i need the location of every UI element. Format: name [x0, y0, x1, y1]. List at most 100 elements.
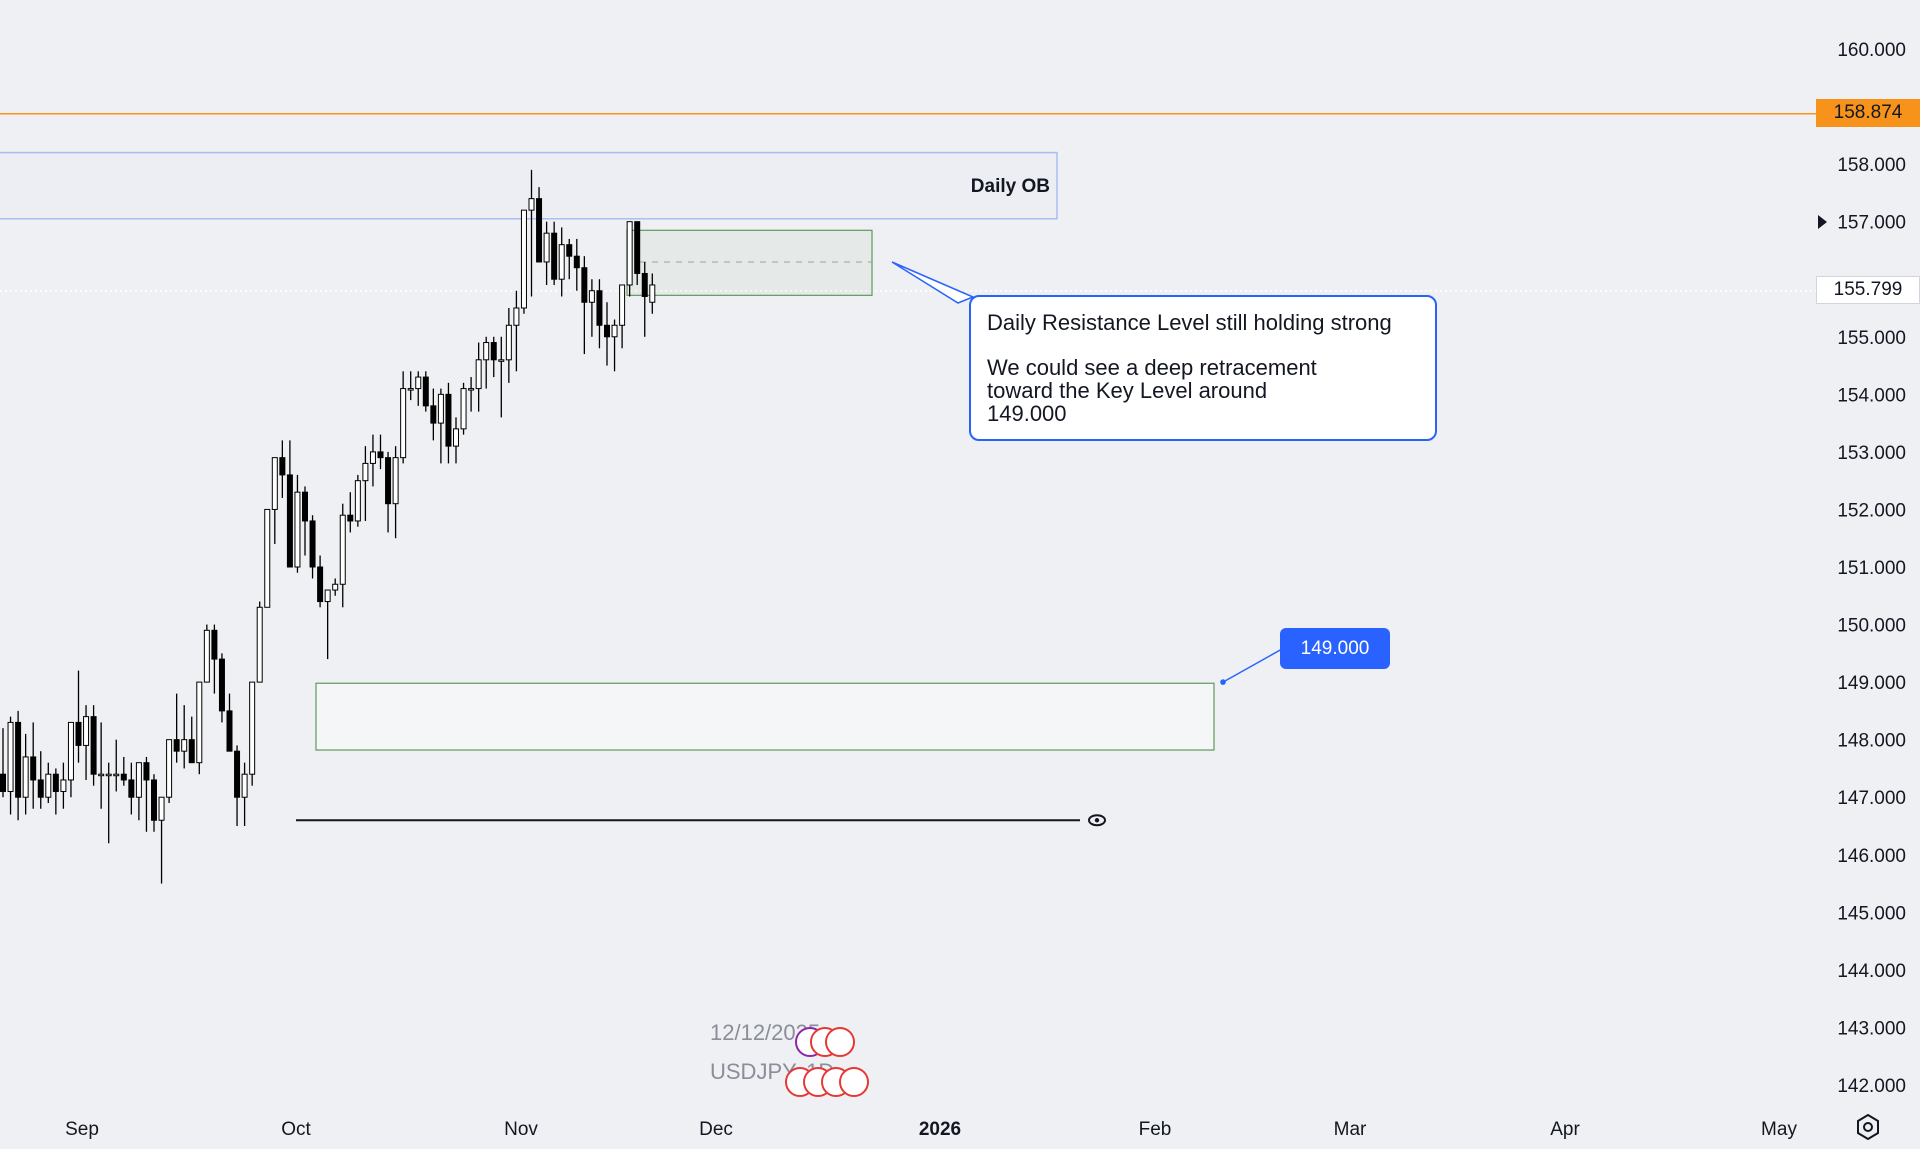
candle-body [30, 756, 37, 781]
candle [415, 371, 422, 406]
time-tick-label: 2026 [919, 1119, 961, 1140]
candle-body [22, 756, 29, 798]
candle-body [475, 359, 482, 390]
candle-body [369, 451, 376, 464]
candle [324, 589, 331, 660]
candle [317, 555, 324, 608]
candle [558, 227, 565, 297]
price-tick-label: 142.000 [1837, 1076, 1906, 1097]
price-axis: 160.000 158.000 157.000 155.000 154.000 153.0… [1818, 40, 1906, 1097]
candle-body [286, 474, 293, 568]
annotation-layer [0, 113, 1816, 827]
candle [581, 256, 588, 355]
candle-body [90, 716, 97, 775]
settings-icon[interactable] [1855, 1114, 1881, 1140]
candle-body [249, 681, 256, 775]
candle-body [105, 773, 112, 777]
candle-body [422, 376, 429, 407]
candle [234, 745, 241, 826]
candle-body [498, 359, 505, 362]
candle [83, 705, 90, 780]
time-tick-label: Sep [65, 1119, 99, 1140]
candle [392, 446, 399, 539]
candle [483, 336, 490, 389]
candle [619, 284, 626, 349]
price-tick-label: 155.000 [1837, 328, 1906, 349]
candle-body [7, 721, 14, 792]
candle-body [347, 514, 354, 522]
candle-body [483, 342, 490, 361]
eye-icon [1088, 814, 1106, 827]
candle-body [113, 773, 120, 777]
time-axis: Sep Oct Nov Dec 2026 Feb Mar Apr May [65, 1119, 1797, 1140]
candle-body [271, 457, 278, 510]
candle [551, 221, 558, 285]
candle-body [528, 198, 535, 211]
candle-body [294, 491, 301, 568]
candle [151, 774, 157, 832]
time-tick-label: Dec [699, 1119, 733, 1140]
candle [143, 756, 150, 832]
candle [641, 261, 648, 337]
candle [520, 209, 527, 314]
candle-body [135, 762, 142, 798]
candle [573, 238, 580, 291]
candle-body [400, 388, 407, 459]
candle [596, 279, 603, 349]
candle-body [490, 342, 497, 361]
time-tick-label: Nov [504, 1119, 538, 1140]
candle-body [37, 779, 44, 798]
flag-us-icon[interactable] [825, 1027, 855, 1057]
consolidation-zone [626, 229, 873, 296]
candle [332, 578, 339, 596]
candle [588, 279, 595, 337]
candle [113, 739, 120, 792]
candle-body [15, 721, 22, 798]
candle-body [309, 520, 316, 568]
price-tick-label: 143.000 [1837, 1018, 1906, 1039]
candle [22, 733, 29, 815]
candle-body [0, 773, 6, 792]
candle [211, 624, 218, 694]
candle [649, 273, 656, 314]
candle [453, 417, 459, 464]
candle [309, 515, 316, 579]
candle [30, 722, 37, 809]
time-tick-label: Mar [1334, 1119, 1367, 1140]
candle-body [302, 491, 308, 522]
price-tick-label: 146.000 [1837, 846, 1906, 867]
candle [566, 238, 573, 280]
event-icon[interactable] [839, 1067, 869, 1097]
candle [173, 693, 180, 763]
candle [407, 371, 414, 401]
candle-body [196, 681, 203, 764]
candle [460, 382, 467, 435]
candle-body [317, 566, 324, 603]
candle [437, 388, 444, 464]
candle-body [536, 198, 543, 263]
time-tick-label: May [1761, 1119, 1797, 1140]
candle [7, 716, 14, 815]
price-tick-label: 153.000 [1837, 443, 1906, 464]
candle [52, 768, 59, 815]
resistance-price-tag: 158.874 [1816, 99, 1920, 127]
price-tick-label: 144.000 [1837, 961, 1906, 982]
candle-body [453, 428, 459, 447]
event-badges[interactable] [785, 1025, 875, 1105]
candle [120, 756, 127, 786]
candle [347, 492, 354, 533]
candle [528, 169, 535, 297]
candle-body [332, 583, 339, 591]
candle-body [256, 606, 263, 683]
key-level-price-tag[interactable]: 149.000 [1280, 628, 1390, 669]
candle [98, 722, 105, 809]
candle [0, 728, 6, 798]
candle [181, 705, 188, 769]
candle-body [120, 773, 127, 781]
candle-body [505, 324, 512, 361]
candle-body [218, 658, 225, 712]
analysis-note[interactable]: Daily Resistance Level still holding str… [969, 295, 1437, 441]
candle-body [596, 290, 603, 326]
